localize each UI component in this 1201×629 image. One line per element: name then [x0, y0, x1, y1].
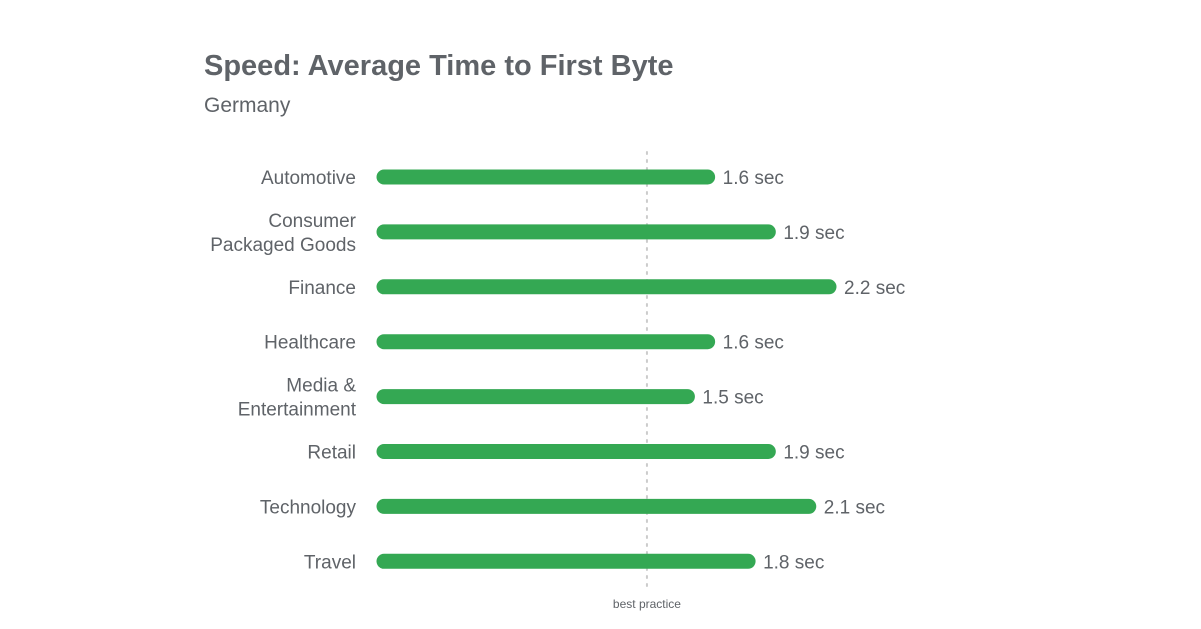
- chart-title: Speed: Average Time to First Byte: [204, 50, 674, 82]
- value-label: 1.6 sec: [723, 168, 784, 189]
- category-label: Healthcare: [264, 333, 356, 354]
- chart-subtitle: Germany: [204, 94, 291, 117]
- value-label: 1.8 sec: [763, 552, 824, 573]
- labels-layer: 1.6 sec Automotive 1.9 sec Consumer Packaged…: [210, 168, 905, 573]
- bars-layer: [376, 169, 837, 569]
- category-label: Travel: [304, 552, 356, 573]
- value-label: 2.2 sec: [844, 278, 905, 299]
- category-label: Consumer Packaged Goods: [210, 211, 356, 256]
- value-label: 1.6 sec: [723, 333, 784, 354]
- value-label: 1.5 sec: [702, 388, 763, 409]
- category-label: Finance: [288, 278, 356, 299]
- category-label: Technology: [260, 497, 357, 518]
- value-label: 1.9 sec: [783, 223, 844, 244]
- value-label: 1.9 sec: [783, 443, 844, 464]
- best-practice-label: best practice: [613, 597, 681, 611]
- value-label: 2.1 sec: [824, 497, 885, 518]
- category-label: Automotive: [261, 168, 356, 189]
- reference-layer: best practice: [613, 151, 681, 611]
- category-label: Media & Entertainment: [238, 376, 357, 421]
- category-label: Retail: [307, 443, 356, 464]
